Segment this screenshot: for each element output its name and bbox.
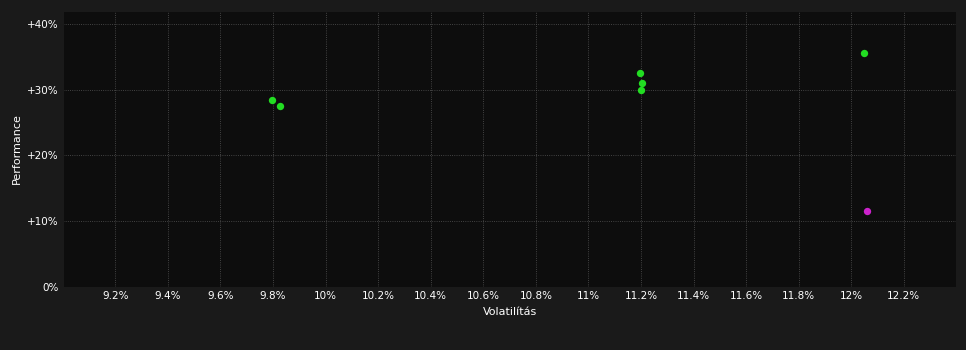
Point bbox=[860, 209, 875, 214]
Point bbox=[635, 80, 650, 86]
Point bbox=[632, 70, 647, 76]
Point bbox=[634, 87, 649, 92]
Point bbox=[271, 103, 287, 109]
Y-axis label: Performance: Performance bbox=[12, 113, 21, 184]
X-axis label: Volatilítás: Volatilítás bbox=[482, 307, 537, 317]
Point bbox=[857, 50, 872, 56]
Point bbox=[264, 97, 279, 103]
